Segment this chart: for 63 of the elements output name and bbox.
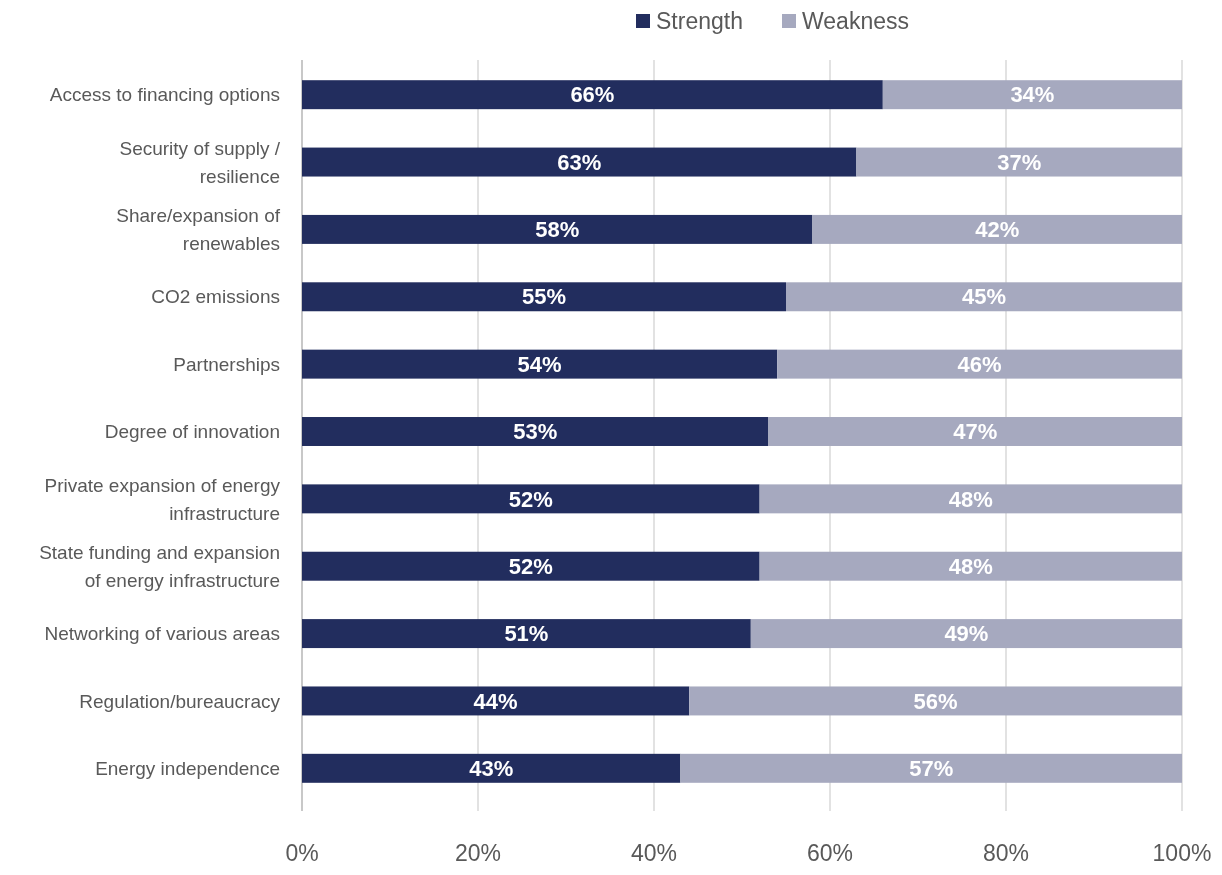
data-label: 56% — [913, 688, 958, 714]
data-label: 51% — [504, 621, 549, 647]
data-label: 34% — [1010, 82, 1055, 108]
bar — [302, 619, 751, 649]
bar — [302, 349, 778, 379]
y-tick-label: Share/expansion of renewables — [116, 205, 281, 255]
x-tick-label: 100% — [1152, 840, 1212, 866]
bar — [302, 551, 760, 581]
y-tick-label: Degree of innovation — [104, 421, 280, 443]
bar — [768, 417, 1182, 446]
bar — [777, 349, 1182, 379]
bar — [812, 214, 1182, 244]
y-tick-label: Networking of various areas — [44, 623, 280, 645]
data-label: 48% — [948, 553, 993, 579]
data-label: 43% — [469, 756, 514, 782]
y-tick-label: CO2 emissions — [151, 286, 280, 308]
data-label: 66% — [570, 82, 615, 108]
bar — [856, 147, 1182, 177]
bar — [302, 214, 813, 244]
data-label: 58% — [535, 217, 580, 243]
data-label: 53% — [513, 419, 558, 445]
bar — [302, 147, 857, 177]
x-tick-label: 20% — [454, 840, 502, 866]
data-label: 52% — [508, 486, 553, 512]
y-tick-label: Private expansion of energy infrastructure — [44, 474, 281, 524]
bar — [759, 484, 1182, 514]
bar — [759, 551, 1182, 581]
data-label: 63% — [557, 149, 602, 175]
bar — [786, 282, 1182, 312]
data-label: 46% — [957, 351, 1002, 377]
bar — [302, 686, 690, 716]
y-tick-label: Regulation/bureaucracy — [79, 690, 281, 712]
data-label: 44% — [473, 688, 518, 714]
y-tick-label: Partnerships — [173, 353, 280, 375]
bar — [680, 753, 1182, 783]
x-tick-label: 80% — [982, 840, 1030, 866]
bar — [302, 417, 769, 446]
legend-label: Strength — [656, 8, 743, 35]
data-label: 52% — [508, 553, 553, 579]
bar — [882, 80, 1182, 110]
data-label: 37% — [997, 149, 1042, 175]
y-tick-label: State funding and expansion of energy infrastructure — [39, 541, 280, 591]
data-label: 55% — [521, 284, 567, 310]
y-tick-label: Energy independence — [95, 757, 280, 779]
x-tick-label: 60% — [806, 840, 854, 866]
data-label: 45% — [961, 284, 1007, 310]
x-tick-label: 40% — [630, 840, 678, 866]
bar — [302, 80, 883, 110]
data-label: 42% — [975, 217, 1020, 243]
bar — [689, 686, 1182, 716]
bar — [302, 484, 760, 514]
bar — [302, 282, 786, 312]
data-label: 48% — [948, 486, 993, 512]
y-tick-label: Access to financing options — [49, 84, 280, 106]
data-label: 47% — [953, 419, 998, 445]
bar — [750, 619, 1182, 649]
bar — [302, 753, 681, 783]
legend-label: Weakness — [802, 8, 909, 35]
x-tick-label: 0% — [285, 840, 319, 866]
data-label: 49% — [944, 621, 989, 647]
y-tick-label: Security of supply / resilience — [119, 137, 281, 187]
data-label: 57% — [909, 756, 954, 782]
data-label: 54% — [517, 351, 562, 377]
